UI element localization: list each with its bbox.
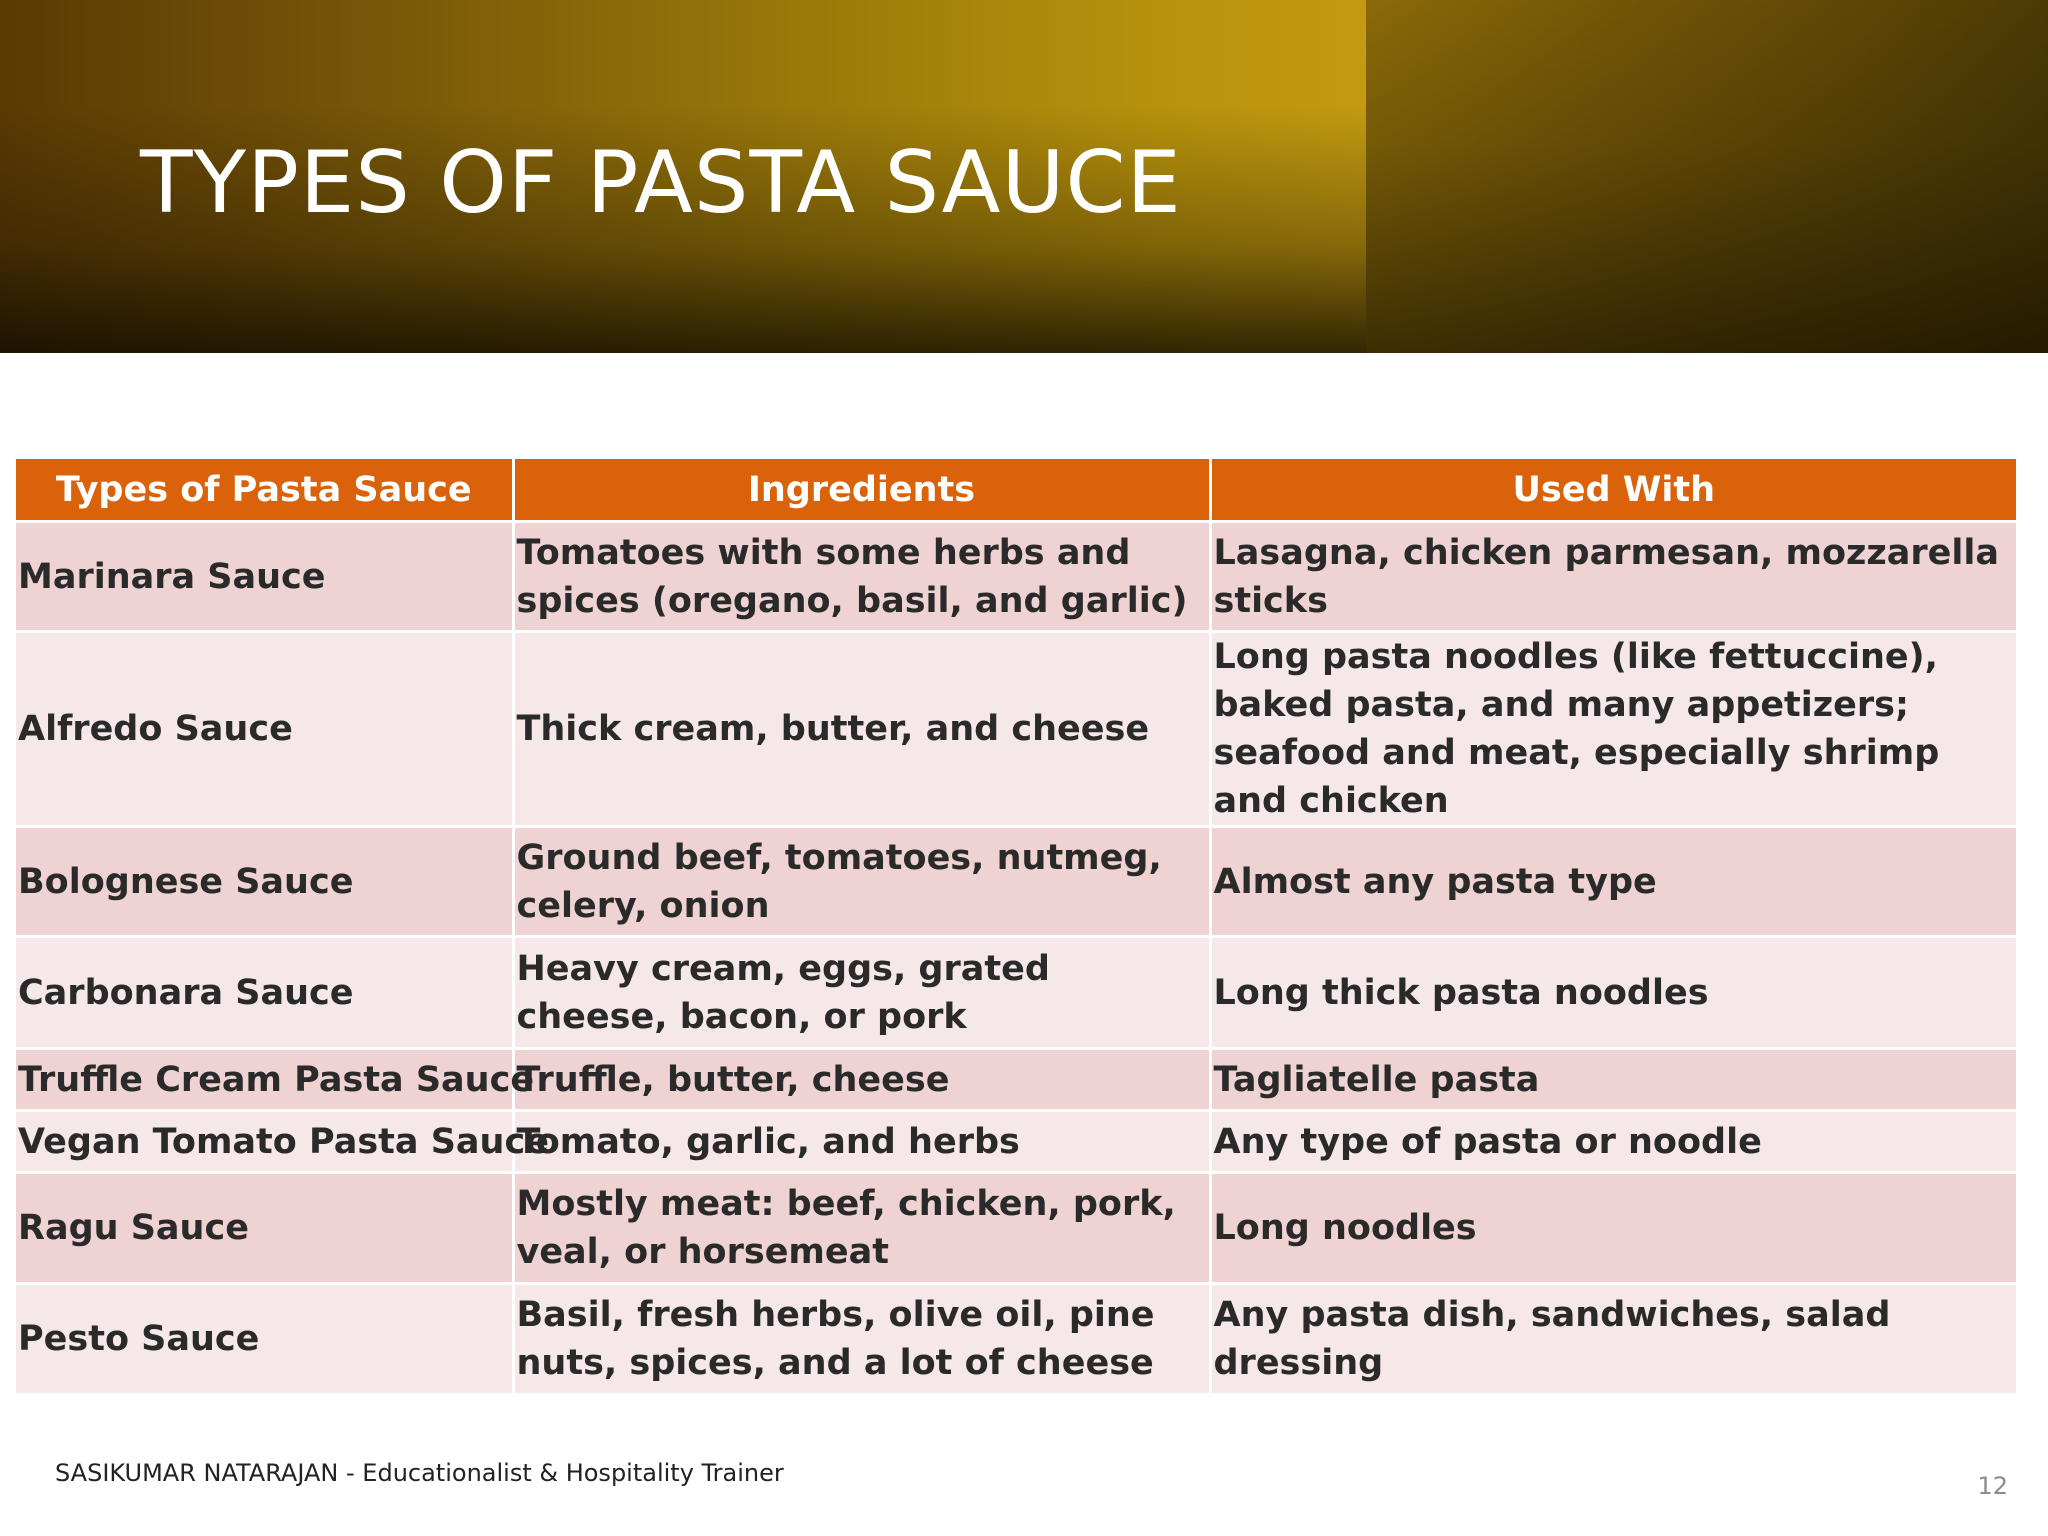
used-with-cell: Lasagna, chicken parmesan, mozzarella st… [1210, 521, 2016, 633]
used-with-cell: Any type of pasta or noodle [1210, 1110, 2016, 1174]
banner-main-panel [0, 0, 1366, 353]
ingredients-cell: Tomatoes with some herbs and spices (ore… [513, 521, 1212, 633]
banner-side-panel [1366, 0, 2048, 353]
table-row: Bolognese Sauce Ground beef, tomatoes, n… [16, 826, 2016, 938]
sauce-name-cell: Marinara Sauce [16, 521, 515, 633]
ingredients-cell: Heavy cream, eggs, grated cheese, bacon,… [513, 936, 1212, 1050]
table-header-row: Types of Pasta Sauce Ingredients Used Wi… [16, 459, 2016, 523]
used-with-cell: Long noodles [1210, 1172, 2016, 1285]
sauce-name-cell: Vegan Tomato Pasta Sauce [16, 1110, 549, 1174]
pasta-sauce-table: Types of Pasta Sauce Ingredients Used Wi… [16, 459, 2016, 1396]
ingredients-cell: Truffle, butter, cheese [513, 1048, 1212, 1112]
header-ingredients: Ingredients [513, 459, 1212, 523]
sauce-name-cell: Alfredo Sauce [16, 631, 515, 828]
ingredients-cell: Thick cream, butter, and cheese [513, 631, 1212, 828]
ingredients-cell: Basil, fresh herbs, olive oil, pine nuts… [513, 1283, 1212, 1396]
ingredients-cell: Tomato, garlic, and herbs [513, 1110, 1212, 1174]
slide-title: TYPES OF PASTA SAUCE [140, 133, 1182, 233]
footer-author: SASIKUMAR NATARAJAN - Educationalist & H… [55, 1459, 784, 1487]
title-banner: TYPES OF PASTA SAUCE [0, 0, 2048, 353]
used-with-cell: Any pasta dish, sandwiches, salad dressi… [1210, 1283, 2016, 1396]
used-with-cell: Tagliatelle pasta [1210, 1048, 2016, 1112]
sauce-name-cell: Bolognese Sauce [16, 826, 515, 938]
table-row: Vegan Tomato Pasta Sauce Tomato, garlic,… [16, 1110, 2016, 1174]
sauce-name-cell: Pesto Sauce [16, 1283, 515, 1396]
sauce-name-cell: Ragu Sauce [16, 1172, 515, 1285]
table-row: Truffle Cream Pasta Sauce Truffle, butte… [16, 1048, 2016, 1112]
table-row: Ragu Sauce Mostly meat: beef, chicken, p… [16, 1172, 2016, 1285]
sauce-name-cell: Carbonara Sauce [16, 936, 515, 1050]
table-row: Alfredo Sauce Thick cream, butter, and c… [16, 631, 2016, 828]
used-with-cell: Long thick pasta noodles [1210, 936, 2016, 1050]
ingredients-cell: Ground beef, tomatoes, nutmeg, celery, o… [513, 826, 1212, 938]
used-with-cell: Long pasta noodles (like fettuccine), ba… [1210, 631, 2016, 828]
used-with-cell: Almost any pasta type [1210, 826, 2016, 938]
sauce-name-cell: Truffle Cream Pasta Sauce [16, 1048, 534, 1112]
header-sauce-type: Types of Pasta Sauce [16, 459, 515, 523]
page-number: 12 [1977, 1472, 2008, 1500]
table-row: Pesto Sauce Basil, fresh herbs, olive oi… [16, 1283, 2016, 1396]
header-used-with: Used With [1210, 459, 2016, 523]
table-row: Carbonara Sauce Heavy cream, eggs, grate… [16, 936, 2016, 1050]
table-row: Marinara Sauce Tomatoes with some herbs … [16, 521, 2016, 633]
ingredients-cell: Mostly meat: beef, chicken, pork, veal, … [513, 1172, 1212, 1285]
